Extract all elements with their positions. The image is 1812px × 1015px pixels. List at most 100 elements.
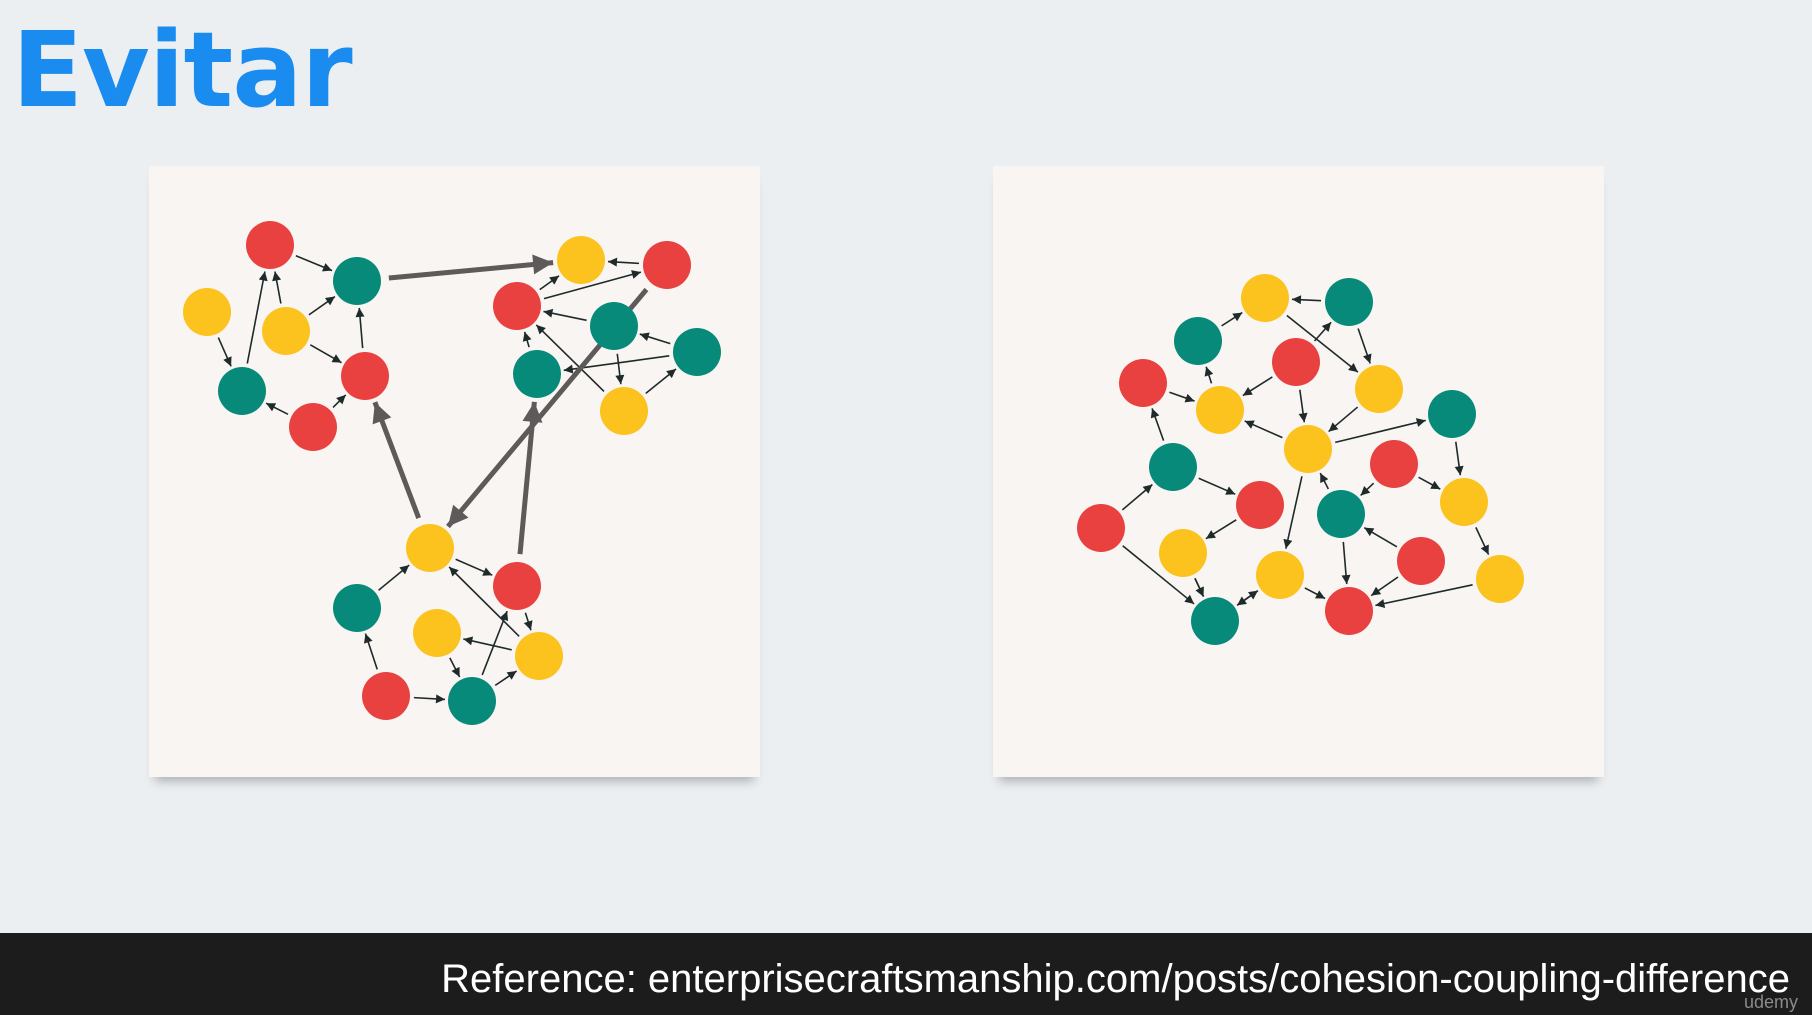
dependency-arrow	[523, 612, 533, 631]
dependency-arrow	[217, 337, 232, 367]
red-node	[289, 403, 337, 451]
yellow-node	[515, 632, 563, 680]
red-node	[362, 672, 410, 720]
dependency-arrow	[1357, 328, 1372, 364]
yellow-node	[183, 288, 231, 336]
dependency-arrow	[332, 394, 347, 408]
yellow-node	[1196, 386, 1244, 434]
module-dependency-arrow	[517, 401, 543, 555]
dependency-arrow	[1150, 408, 1165, 441]
slide-title: Evitar	[12, 9, 353, 131]
dependency-arrow	[543, 308, 587, 322]
dependency-arrow	[522, 331, 532, 348]
red-node	[1077, 504, 1125, 552]
dependency-arrow	[363, 633, 378, 670]
red-node	[246, 221, 294, 269]
red-node	[493, 282, 541, 330]
dependency-arrow	[539, 275, 560, 291]
teal-node	[1325, 278, 1373, 326]
teal-node	[590, 302, 638, 350]
teal-node	[673, 328, 721, 376]
dependency-arrow	[309, 344, 342, 364]
dependency-arrow	[1360, 482, 1375, 497]
module-dependency-arrow	[372, 401, 422, 519]
dependency-arrow	[413, 694, 446, 704]
dependency-arrow	[1286, 314, 1359, 373]
dependency-arrow	[639, 332, 671, 345]
teal-node	[218, 367, 266, 415]
dependency-arrow	[455, 558, 493, 576]
dependency-arrow	[1363, 526, 1398, 548]
yellow-node	[1284, 425, 1332, 473]
footer-bar: Reference: enterprisecraftsmanship.com/p…	[0, 933, 1812, 1015]
dependency-arrow	[272, 271, 282, 304]
modular-graph-diagram	[183, 221, 721, 725]
teal-node	[333, 584, 381, 632]
dependency-arrow	[1198, 477, 1236, 495]
dependency-arrow	[1328, 406, 1359, 433]
dependency-arrow	[246, 271, 268, 364]
red-node	[643, 241, 691, 289]
dependency-arrow	[645, 368, 677, 395]
yellow-node	[600, 387, 648, 435]
dependency-arrow	[1418, 476, 1441, 490]
dependency-arrow	[1205, 519, 1237, 540]
udemy-watermark: udemy	[1743, 992, 1798, 1012]
teal-node	[1317, 490, 1365, 538]
teal-node	[513, 350, 561, 398]
reference-caption: Reference: enterprisecraftsmanship.com/p…	[441, 957, 1790, 1001]
dependency-arrow	[535, 324, 605, 392]
dependency-arrow	[1122, 545, 1195, 605]
teal-node	[1191, 597, 1239, 645]
teal-node	[1149, 443, 1197, 491]
red-node	[1397, 537, 1445, 585]
module-dependency-arrow	[388, 254, 554, 281]
teal-node	[448, 677, 496, 725]
red-node	[341, 352, 389, 400]
yellow-node	[1476, 555, 1524, 603]
dependency-arrow	[1375, 584, 1473, 608]
dependency-arrow	[295, 254, 333, 272]
dependency-arrow	[1242, 376, 1273, 397]
dependency-arrow	[265, 402, 289, 416]
red-node	[1272, 338, 1320, 386]
dependency-arrow	[1221, 311, 1243, 327]
teal-node	[1428, 390, 1476, 438]
modular-graph-panel	[149, 166, 760, 777]
dependency-arrow	[1313, 321, 1332, 342]
teal-node	[333, 257, 381, 305]
dependency-arrow	[615, 353, 625, 385]
dependency-arrow	[1370, 576, 1399, 597]
red-node	[1119, 359, 1167, 407]
dependency-arrow	[1236, 590, 1258, 607]
dependency-arrow	[463, 636, 512, 651]
dependency-arrow	[1454, 441, 1464, 476]
dependency-arrow	[1335, 418, 1426, 444]
yellow-node	[1440, 478, 1488, 526]
tangled-graph-diagram	[1077, 274, 1524, 645]
yellow-node	[1355, 365, 1403, 413]
dependency-arrow	[494, 670, 518, 687]
yellow-node	[262, 307, 310, 355]
teal-node	[1174, 317, 1222, 365]
dependency-arrow	[1341, 541, 1351, 585]
dependency-arrow	[1283, 476, 1303, 549]
dependency-arrow	[1121, 483, 1153, 511]
yellow-node	[406, 524, 454, 572]
dependency-arrow	[1244, 420, 1283, 439]
dependency-arrow	[607, 257, 640, 267]
red-node	[1325, 587, 1373, 635]
dependency-arrow	[1475, 527, 1490, 555]
dependency-arrow	[449, 657, 461, 678]
dependency-arrow	[1291, 295, 1322, 305]
tangled-graph-panel	[993, 166, 1604, 777]
yellow-node	[1241, 274, 1289, 322]
red-node	[1370, 440, 1418, 488]
yellow-node	[557, 236, 605, 284]
red-node	[1236, 481, 1284, 529]
dependency-arrow	[355, 307, 365, 349]
dependency-arrow	[308, 295, 336, 316]
yellow-node	[413, 609, 461, 657]
dependency-arrow	[1304, 587, 1326, 600]
red-node	[493, 562, 541, 610]
